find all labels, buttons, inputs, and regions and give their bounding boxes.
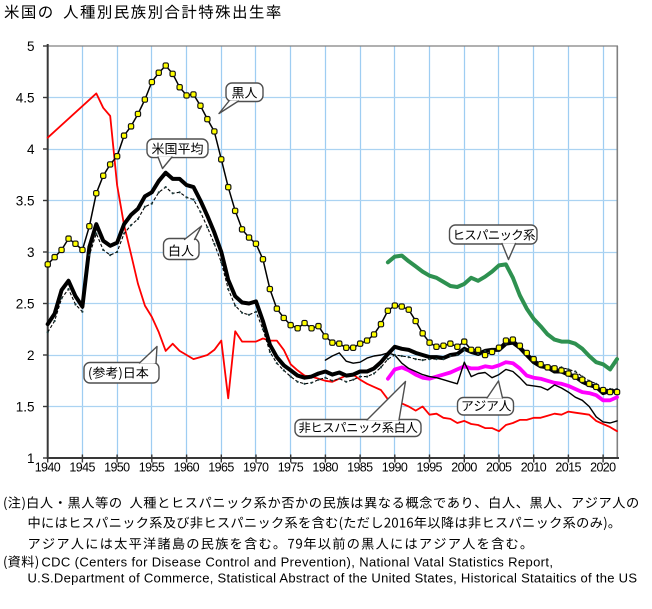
svg-text:1965: 1965	[208, 461, 234, 475]
svg-text:2015: 2015	[555, 461, 581, 475]
svg-text:1960: 1960	[174, 461, 200, 475]
svg-text:1950: 1950	[104, 461, 130, 475]
svg-text:1995: 1995	[417, 461, 443, 475]
svg-text:1980: 1980	[312, 461, 338, 475]
svg-text:CDC (Centers for Disease Contr: CDC (Centers for Disease Control and Pre…	[41, 555, 553, 570]
svg-text:1: 1	[27, 451, 35, 466]
svg-text:1970: 1970	[243, 461, 269, 475]
svg-text:3.5: 3.5	[16, 194, 35, 209]
svg-text:2020: 2020	[590, 461, 616, 475]
svg-text:1990: 1990	[382, 461, 408, 475]
svg-text:1945: 1945	[69, 461, 95, 475]
svg-text:3: 3	[27, 245, 35, 260]
svg-text:1955: 1955	[139, 461, 165, 475]
svg-text:1940: 1940	[35, 461, 61, 475]
svg-text:1975: 1975	[278, 461, 304, 475]
svg-text:4: 4	[27, 142, 35, 157]
svg-text:2.5: 2.5	[16, 297, 35, 312]
svg-text:1.5: 1.5	[16, 400, 35, 415]
svg-text:U.S.Department of Commerce, St: U.S.Department of Commerce, Statistical …	[28, 571, 638, 586]
svg-text:1985: 1985	[347, 461, 373, 475]
svg-text:2000: 2000	[451, 461, 477, 475]
svg-text:2005: 2005	[486, 461, 512, 475]
svg-text:4.5: 4.5	[16, 91, 35, 106]
svg-text:5: 5	[27, 39, 35, 54]
svg-text:2010: 2010	[521, 461, 547, 475]
svg-text:2: 2	[27, 348, 35, 363]
